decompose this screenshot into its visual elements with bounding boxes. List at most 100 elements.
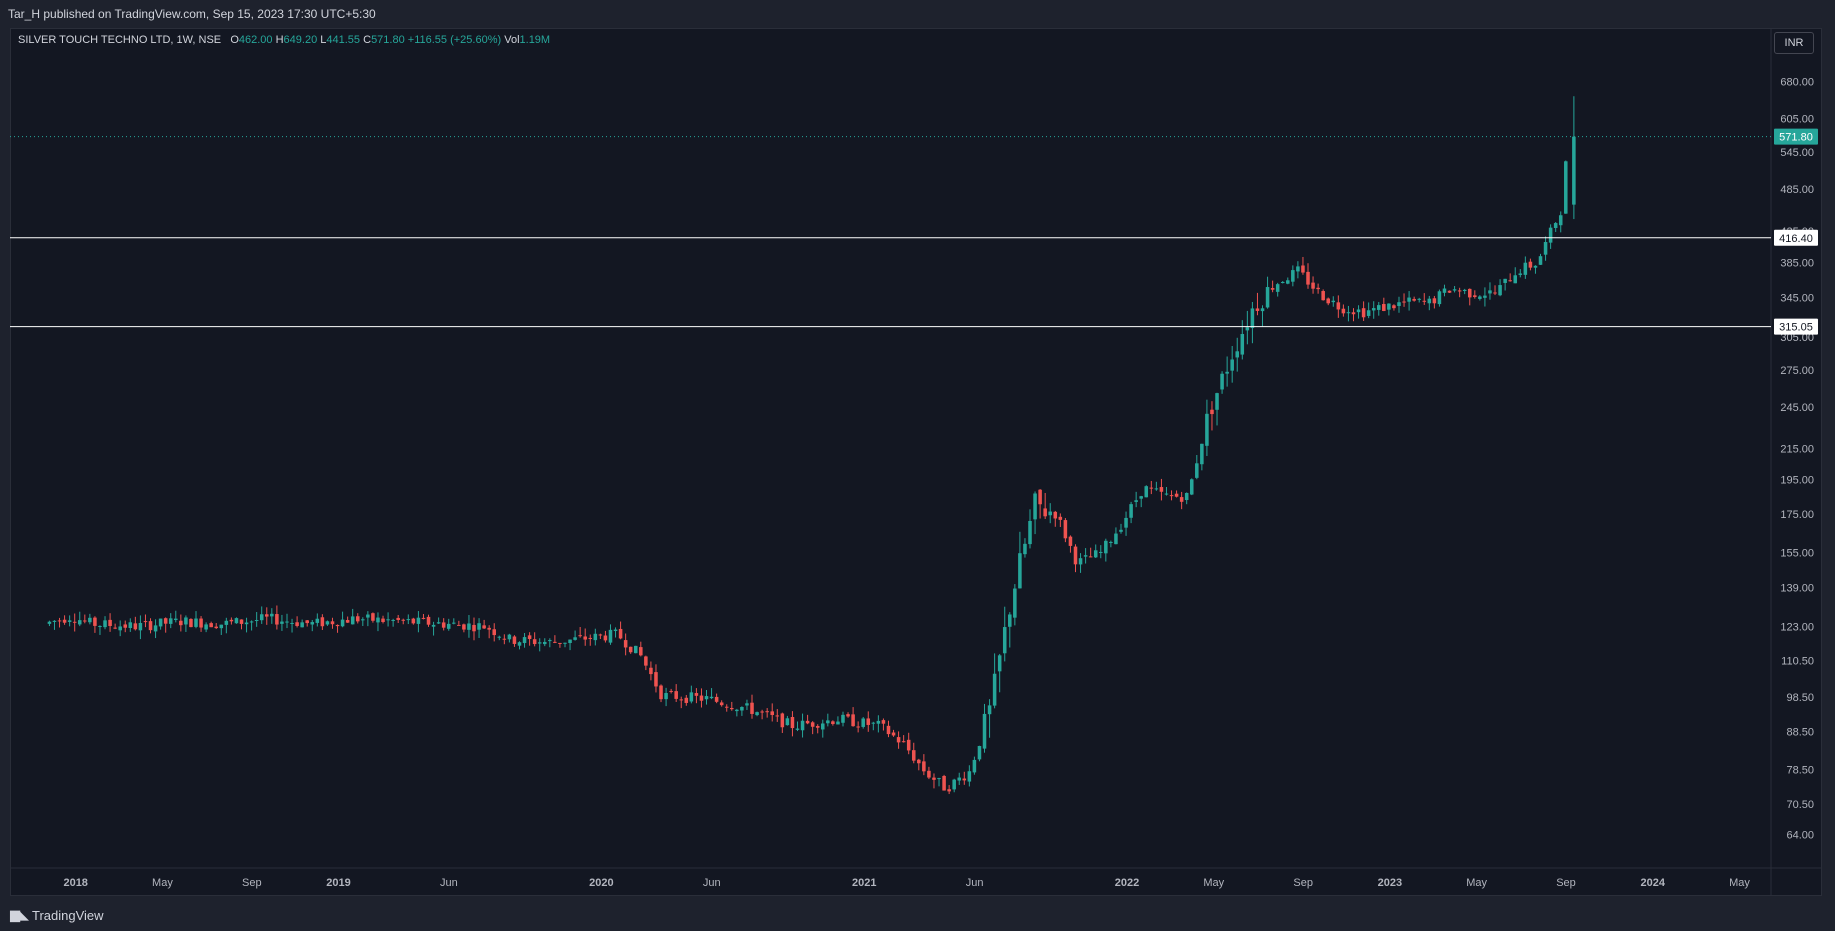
candle-body — [1462, 289, 1467, 291]
horizontal-line-label: 315.05 — [1779, 322, 1813, 334]
candle-body — [1149, 487, 1154, 489]
y-tick-label: 70.50 — [1786, 799, 1814, 811]
candle-body — [901, 741, 906, 743]
candle-body — [57, 620, 62, 622]
candle — [1538, 253, 1543, 266]
candle-body — [1220, 373, 1224, 390]
y-tick-label: 98.50 — [1786, 692, 1814, 704]
candle — [623, 633, 628, 656]
candle-body — [709, 696, 714, 699]
candle-body — [477, 623, 481, 630]
candle-body — [1119, 529, 1123, 532]
candle-body — [755, 712, 759, 716]
candle-body — [992, 673, 997, 706]
candle-body — [1503, 278, 1507, 283]
candle — [1235, 337, 1240, 372]
candle-body — [113, 627, 117, 629]
candle — [57, 617, 62, 628]
candle — [942, 774, 946, 791]
candle — [573, 630, 577, 641]
candle — [821, 719, 825, 738]
candle — [1169, 490, 1174, 501]
candle-body — [1498, 285, 1502, 296]
candle — [1572, 96, 1576, 220]
candle-body — [917, 759, 921, 764]
x-tick-label: 2020 — [589, 877, 613, 889]
horizontal-line-label: 416.40 — [1779, 233, 1813, 245]
candle-body — [244, 622, 249, 625]
candle-body — [67, 620, 72, 622]
candle-body — [684, 697, 689, 703]
candle — [714, 693, 719, 704]
candle-body — [1392, 305, 1396, 309]
candle — [1432, 295, 1437, 309]
candle — [1473, 290, 1477, 299]
candle — [911, 742, 916, 764]
candle — [831, 720, 835, 726]
high-label: H — [275, 34, 284, 46]
candle — [199, 616, 203, 632]
candle — [770, 703, 774, 722]
candle — [765, 708, 769, 718]
candle — [1351, 308, 1356, 322]
chart-frame[interactable] — [10, 28, 1822, 896]
candle — [441, 618, 446, 631]
candle — [1523, 256, 1528, 279]
candle — [1553, 222, 1558, 232]
candle — [330, 617, 335, 629]
candle — [93, 616, 97, 633]
candle — [1331, 296, 1336, 307]
candle — [1508, 273, 1512, 282]
candle — [532, 632, 537, 647]
candle-body — [659, 685, 663, 700]
candle-body — [805, 720, 810, 724]
candle-body — [462, 624, 466, 630]
candle-body — [1564, 161, 1568, 214]
candle — [548, 638, 552, 648]
candle — [583, 628, 587, 646]
candle-body — [846, 714, 850, 717]
candle-body — [1164, 493, 1169, 495]
candle-body — [780, 713, 785, 728]
candle-body — [1083, 555, 1088, 557]
candle-body — [254, 620, 259, 622]
candle — [52, 620, 57, 630]
candle — [1043, 492, 1047, 519]
candle — [98, 625, 102, 635]
last-price-label: 571.80 — [1779, 132, 1813, 144]
candle-body — [1129, 504, 1133, 518]
candle — [846, 712, 850, 718]
candle — [1255, 292, 1260, 316]
candle — [1250, 301, 1255, 344]
candle-body — [927, 770, 931, 778]
candle-body — [588, 637, 593, 639]
candle-body — [891, 732, 896, 736]
candle-body — [1286, 280, 1290, 284]
candle-body — [932, 777, 936, 780]
candle — [972, 756, 977, 775]
tradingview-logo[interactable]: ▆◣ TradingView — [10, 907, 104, 923]
candle — [1321, 289, 1325, 301]
candle-body — [1306, 271, 1310, 285]
candle-body — [406, 619, 411, 621]
candle — [745, 699, 749, 710]
candle — [1543, 236, 1548, 261]
candle — [1083, 548, 1088, 564]
candle — [103, 616, 107, 630]
candle — [1427, 295, 1432, 311]
candle — [1291, 265, 1295, 287]
candle-body — [1553, 223, 1558, 228]
candle-body — [229, 619, 234, 622]
candle-body — [502, 638, 507, 640]
currency-button[interactable]: INR — [1774, 32, 1814, 54]
candle-body — [1028, 520, 1032, 545]
candle — [1356, 305, 1361, 319]
candle — [815, 724, 820, 734]
candle-body — [401, 619, 406, 621]
candle-body — [441, 622, 446, 628]
candle-body — [1422, 300, 1427, 302]
candle-body — [987, 705, 992, 715]
candle-body — [1513, 275, 1518, 284]
candle-body — [431, 624, 436, 627]
